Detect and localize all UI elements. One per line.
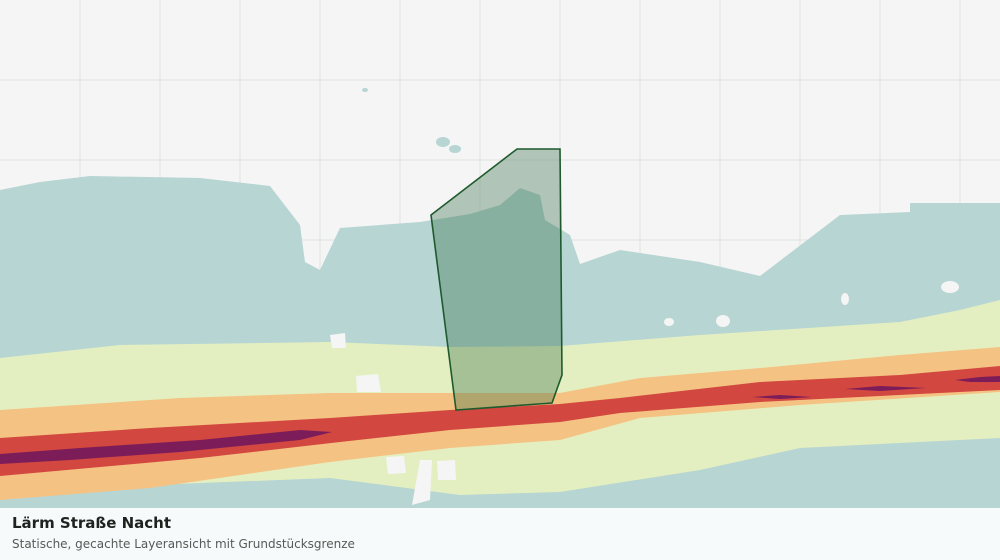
layer-title: Lärm Straße Nacht [12, 514, 171, 532]
zone-purple [752, 376, 1000, 399]
zone-red [0, 366, 1000, 476]
zone-teal [449, 145, 461, 153]
zone-teal [362, 88, 368, 92]
parcel-boundary[interactable] [430, 148, 563, 411]
zone-purple [0, 430, 332, 464]
layer-subtitle: Statische, gecachte Layeransicht mit Gru… [12, 537, 355, 551]
zone-teal [436, 137, 450, 147]
legend-panel [0, 508, 1000, 560]
noise-zones [0, 88, 1000, 560]
building-gaps [330, 281, 959, 505]
